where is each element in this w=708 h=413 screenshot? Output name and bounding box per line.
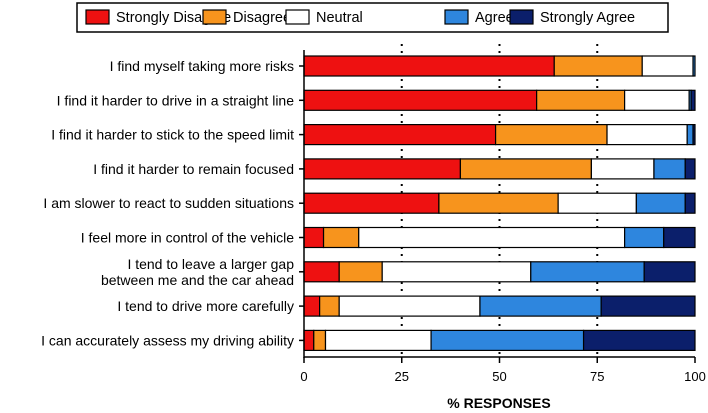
bar-segment-neutral <box>624 89 690 111</box>
legend-item: Disagree <box>202 9 291 26</box>
legend-swatch <box>444 9 469 25</box>
bar-segment-strongly-disagree <box>303 329 315 351</box>
legend-label: Strongly Agree <box>540 10 635 26</box>
legend-item: Strongly Agree <box>509 9 635 26</box>
bar-segment-neutral <box>381 261 532 283</box>
category-label: I am slower to react to sudden situation… <box>43 195 294 211</box>
bars <box>303 55 696 351</box>
legend-box <box>76 2 669 33</box>
bar-segment-agree <box>686 123 694 146</box>
category-label: I tend to drive more carefully <box>117 298 294 314</box>
legend-label: Disagree <box>233 10 291 26</box>
bar-segment-strongly-disagree <box>303 295 321 317</box>
bar-segment-disagree <box>319 295 340 317</box>
bar-segment-agree <box>624 226 665 249</box>
bar-segment-strongly-disagree <box>303 226 325 249</box>
category-labels: I find myself taking more risks I find it… <box>41 58 294 348</box>
category-label: I find it harder to stick to the speed l… <box>51 127 294 143</box>
bar-segment-strongly-agree <box>690 89 696 111</box>
bar-segment-agree <box>653 158 686 180</box>
x-tick-labels: 0 25 50 75 100 <box>300 369 705 384</box>
legend-label: Neutral <box>316 10 363 26</box>
bar-segment-strongly-agree <box>663 226 696 249</box>
x-tick-label: 0 <box>300 369 307 384</box>
bar-segment-neutral <box>338 295 481 317</box>
bar-segment-neutral <box>324 329 432 351</box>
bar-row <box>303 55 696 77</box>
bar-segment-strongly-disagree <box>303 55 555 77</box>
bar-segment-strongly-agree <box>643 261 696 283</box>
bar-row <box>303 192 696 214</box>
legend-swatch <box>202 9 227 25</box>
bar-segment-strongly-agree <box>684 158 696 180</box>
legend: Strongly Disagree Disagree Neutral Agree Str… <box>76 2 669 33</box>
bar-segment-neutral <box>590 158 655 180</box>
x-tick-label: 50 <box>492 369 506 384</box>
bar-row <box>303 89 696 111</box>
bar-segment-strongly-disagree <box>303 261 340 283</box>
category-label: I can accurately assess my driving abili… <box>41 332 294 348</box>
bar-segment-agree <box>430 329 585 351</box>
bar-segment-disagree <box>553 55 643 77</box>
bar-row <box>303 158 696 180</box>
bar-segment-disagree <box>313 329 327 351</box>
legend-swatch <box>85 9 110 25</box>
legend-swatch <box>285 9 310 25</box>
x-tick-label: 75 <box>590 369 604 384</box>
bar-segment-neutral <box>358 226 626 249</box>
category-label: I find myself taking more risks <box>110 58 294 74</box>
axes <box>299 50 696 363</box>
bar-segment-strongly-disagree <box>303 192 440 214</box>
category-label: I tend to leave a larger gap between me a… <box>101 256 294 288</box>
bar-segment-agree <box>479 295 602 317</box>
bar-segment-disagree <box>536 89 626 111</box>
bar-row <box>303 329 696 351</box>
bar-segment-strongly-agree <box>692 123 696 146</box>
bar-segment-disagree <box>338 261 383 283</box>
bar-segment-neutral <box>606 123 688 146</box>
x-tick-label: 25 <box>395 369 409 384</box>
bar-segment-neutral <box>641 55 694 77</box>
legend-swatch <box>509 9 534 25</box>
bar-segment-neutral <box>557 192 637 214</box>
x-tick-label: 100 <box>684 369 706 384</box>
bar-segment-disagree <box>438 192 559 214</box>
category-label: I feel more in control of the vehicle <box>81 230 294 246</box>
bar-row <box>303 123 696 146</box>
x-axis-title: % RESPONSES <box>447 395 550 411</box>
bar-segment-agree <box>530 261 645 283</box>
bar-segment-disagree <box>459 158 592 180</box>
legend-item: Agree <box>444 9 514 26</box>
bar-segment-strongly-disagree <box>303 158 461 180</box>
category-label: I find it harder to remain focused <box>93 161 294 177</box>
bar-segment-strongly-agree <box>600 295 696 317</box>
bar-row <box>303 295 696 317</box>
bar-segment-agree <box>692 55 696 77</box>
category-label: I find it harder to drive in a straight … <box>57 92 295 108</box>
legend-item: Neutral <box>285 9 363 26</box>
bar-row <box>303 261 696 283</box>
legend-label: Agree <box>475 10 514 26</box>
bar-segment-strongly-disagree <box>303 89 538 111</box>
bar-segment-strongly-agree <box>684 192 696 214</box>
bar-row <box>303 226 696 249</box>
bar-segment-strongly-disagree <box>303 123 497 146</box>
bar-segment-disagree <box>494 123 608 146</box>
bar-segment-strongly-agree <box>582 329 696 351</box>
bar-segment-agree <box>635 192 686 214</box>
bar-segment-disagree <box>322 226 360 249</box>
